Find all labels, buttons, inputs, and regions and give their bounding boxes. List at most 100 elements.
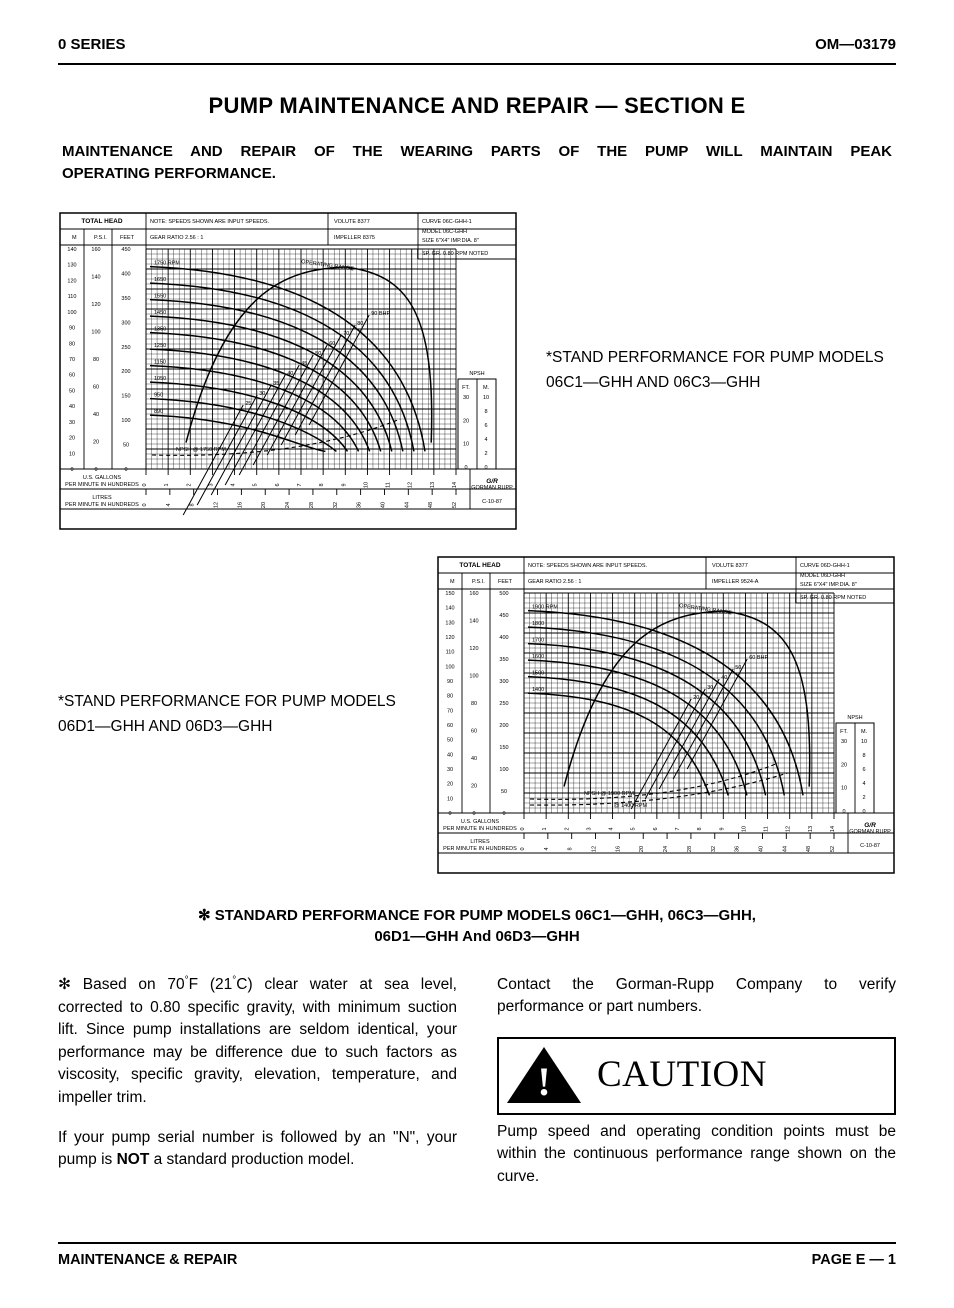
svg-text:2: 2 bbox=[564, 827, 570, 830]
svg-text:50: 50 bbox=[123, 442, 129, 448]
svg-text:13: 13 bbox=[808, 825, 814, 831]
svg-text:100: 100 bbox=[499, 767, 508, 773]
svg-text:11: 11 bbox=[764, 826, 770, 832]
svg-text:0: 0 bbox=[520, 827, 526, 830]
svg-text:8: 8 bbox=[568, 847, 574, 850]
svg-text:80: 80 bbox=[93, 357, 99, 363]
svg-text:30: 30 bbox=[841, 739, 847, 745]
chart-2-caption: *STAND PERFORMANCE FOR PUMP MODELS 06D1—… bbox=[58, 690, 408, 738]
svg-text:200: 200 bbox=[121, 369, 130, 375]
svg-text:52: 52 bbox=[830, 845, 836, 851]
svg-text:0: 0 bbox=[464, 465, 467, 471]
svg-text:100: 100 bbox=[121, 418, 130, 424]
svg-text:7: 7 bbox=[675, 827, 681, 830]
svg-text:0: 0 bbox=[842, 809, 845, 815]
svg-text:12: 12 bbox=[408, 481, 414, 487]
contact-paragraph: Contact the Gorman-Rupp Company to verif… bbox=[497, 974, 896, 1019]
caution-label: CAUTION bbox=[597, 1048, 767, 1102]
svg-text:10: 10 bbox=[861, 739, 867, 745]
svg-text:1900 RPM: 1900 RPM bbox=[532, 604, 558, 610]
section-subtitle: MAINTENANCE AND REPAIR OF THE WEARING PA… bbox=[62, 141, 892, 185]
svg-text:PER MINUTE IN HUNDREDS: PER MINUTE IN HUNDREDS bbox=[65, 502, 139, 508]
svg-text:30: 30 bbox=[447, 767, 453, 773]
svg-text:NPSH @ 1900 RPM: NPSH @ 1900 RPM bbox=[584, 791, 634, 797]
svg-text:36: 36 bbox=[357, 501, 363, 507]
svg-text:50: 50 bbox=[447, 737, 453, 743]
svg-text:60: 60 bbox=[447, 723, 453, 729]
svg-text:3: 3 bbox=[586, 827, 592, 830]
svg-text:2: 2 bbox=[862, 795, 865, 801]
svg-text:FT.: FT. bbox=[840, 729, 848, 735]
caution-box: ! CAUTION bbox=[497, 1037, 896, 1115]
svg-text:1350: 1350 bbox=[154, 326, 166, 332]
svg-text:M: M bbox=[450, 579, 455, 585]
svg-text:G/R: G/R bbox=[864, 822, 876, 829]
chart-row-1: TOTAL HEADMP.S.I.FEETNOTE: SPEEDS SHOWN … bbox=[58, 211, 896, 531]
svg-text:25: 25 bbox=[245, 401, 251, 407]
svg-text:P.S.I.: P.S.I. bbox=[472, 579, 485, 585]
svg-text:CURVE 06C-GHH-1: CURVE 06C-GHH-1 bbox=[422, 219, 472, 225]
svg-text:0: 0 bbox=[94, 467, 97, 473]
svg-text:300: 300 bbox=[121, 320, 130, 326]
svg-text:50: 50 bbox=[501, 789, 507, 795]
svg-text:NOTE: SPEEDS SHOWN ARE INPUT S: NOTE: SPEEDS SHOWN ARE INPUT SPEEDS. bbox=[150, 219, 270, 225]
svg-text:10: 10 bbox=[447, 796, 453, 802]
svg-text:14: 14 bbox=[830, 825, 836, 831]
svg-text:12: 12 bbox=[214, 501, 220, 507]
svg-text:TOTAL HEAD: TOTAL HEAD bbox=[81, 218, 122, 225]
svg-text:7: 7 bbox=[297, 483, 303, 486]
svg-text:M: M bbox=[72, 235, 77, 241]
chart-1-caption: *STAND PERFORMANCE FOR PUMP MODELS 06C1—… bbox=[546, 346, 896, 394]
svg-text:C-10-87: C-10-87 bbox=[860, 843, 880, 849]
svg-text:40: 40 bbox=[447, 752, 453, 758]
svg-text:5: 5 bbox=[631, 827, 637, 830]
serial-note-paragraph: If your pump serial number is followed b… bbox=[58, 1127, 457, 1172]
svg-text:50: 50 bbox=[69, 388, 75, 394]
svg-text:NPSH @ 1750 RPM: NPSH @ 1750 RPM bbox=[176, 447, 226, 453]
svg-text:160: 160 bbox=[91, 247, 100, 253]
svg-text:70: 70 bbox=[69, 357, 75, 363]
svg-text:350: 350 bbox=[121, 295, 130, 301]
svg-text:10: 10 bbox=[483, 395, 489, 401]
svg-text:SIZE 6"X4" IMP.DIA. 8": SIZE 6"X4" IMP.DIA. 8" bbox=[800, 582, 857, 588]
svg-text:PER MINUTE IN HUNDREDS: PER MINUTE IN HUNDREDS bbox=[443, 826, 517, 832]
page-footer: MAINTENANCE & REPAIR PAGE E — 1 bbox=[58, 1242, 896, 1268]
svg-text:4: 4 bbox=[609, 827, 615, 830]
svg-text:60: 60 bbox=[93, 384, 99, 390]
svg-text:VOLUTE 8377: VOLUTE 8377 bbox=[712, 563, 748, 569]
svg-text:MODEL 06C-GHH: MODEL 06C-GHH bbox=[422, 229, 467, 235]
svg-text:40: 40 bbox=[69, 404, 75, 410]
svg-text:110: 110 bbox=[68, 294, 77, 300]
svg-text:40: 40 bbox=[758, 845, 764, 851]
svg-text:80: 80 bbox=[471, 701, 477, 707]
svg-text:10: 10 bbox=[741, 825, 747, 831]
svg-text:90 BHP: 90 BHP bbox=[371, 311, 390, 317]
svg-text:1150: 1150 bbox=[154, 359, 166, 365]
svg-text:30: 30 bbox=[463, 395, 469, 401]
svg-text:3: 3 bbox=[208, 483, 214, 486]
svg-text:9: 9 bbox=[719, 827, 725, 830]
svg-text:160: 160 bbox=[469, 591, 478, 597]
svg-text:P.S.I.: P.S.I. bbox=[94, 235, 107, 241]
svg-text:@ 1400 RPM: @ 1400 RPM bbox=[614, 803, 648, 809]
left-column: ✻ Based on 70°F (21°C) clear water at se… bbox=[58, 974, 457, 1206]
svg-text:32: 32 bbox=[711, 845, 717, 851]
svg-text:13: 13 bbox=[430, 481, 436, 487]
svg-text:450: 450 bbox=[499, 613, 508, 619]
svg-text:10: 10 bbox=[69, 451, 75, 457]
svg-text:LITRES: LITRES bbox=[92, 495, 112, 501]
svg-text:20: 20 bbox=[471, 783, 477, 789]
svg-text:450: 450 bbox=[121, 247, 130, 253]
chart-row-2: *STAND PERFORMANCE FOR PUMP MODELS 06D1—… bbox=[58, 555, 896, 875]
svg-text:100: 100 bbox=[67, 309, 76, 315]
standard-performance-caption: ✻ STANDARD PERFORMANCE FOR PUMP MODELS 0… bbox=[98, 905, 856, 949]
svg-text:2: 2 bbox=[484, 451, 487, 457]
svg-text:40: 40 bbox=[93, 412, 99, 418]
svg-text:9: 9 bbox=[341, 483, 347, 486]
svg-text:20: 20 bbox=[261, 501, 267, 507]
svg-text:0: 0 bbox=[472, 811, 475, 817]
svg-text:2: 2 bbox=[186, 483, 192, 486]
svg-text:120: 120 bbox=[67, 278, 76, 284]
svg-text:MODEL 06D-GHH: MODEL 06D-GHH bbox=[800, 573, 845, 579]
svg-text:0: 0 bbox=[520, 847, 526, 850]
